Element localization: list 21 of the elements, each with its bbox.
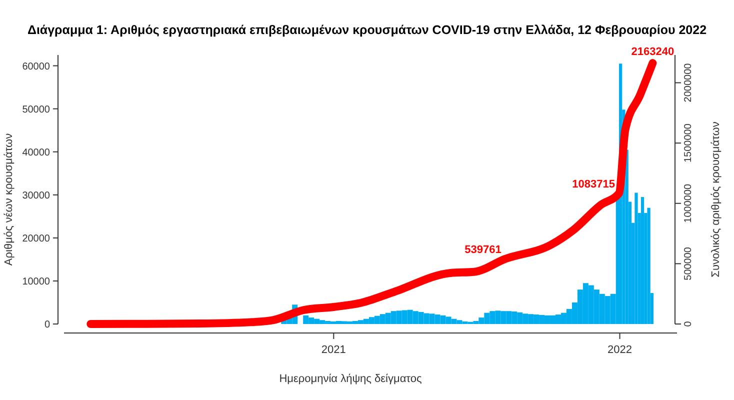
y-tick-label: 40000 [22,147,50,158]
data-label: 539761 [464,244,502,256]
x-tick-label: 2022 [608,344,632,356]
y2-tick-label: 2000000 [683,62,694,102]
x-axis-title: Ημερομηνία λήψης δείγματος [279,373,422,385]
y2-tick-label: 1000000 [683,183,694,223]
y-tick-label: 50000 [22,104,50,116]
y-axis-title: Αριθμός νέων κρουσμάτων [3,132,15,266]
chart-title: Διάγραμμα 1: Αριθμός εργαστηριακά επιβεβαιωμένων κρουσμάτων COVID-19 στην Ελλάδα, 12 Φεβρουαρίου 2022 [27,23,707,37]
y-tick-label: 60000 [22,61,50,72]
y2-tick-label: 500000 [683,246,694,280]
x-tick-label: 2021 [321,344,346,356]
data-label: 2163240 [631,46,674,58]
y-tick-label: 0 [44,320,50,330]
y-tick-label: 30000 [22,190,50,202]
y2-axis-title: Συνολικός αριθμός κρουσμάτων [710,121,722,278]
y2-tick-label: 0 [683,320,694,327]
y2-tick-label: 1500000 [683,123,694,163]
y-tick-label: 10000 [22,276,50,288]
data-label: 1083715 [572,178,615,190]
y-tick-label: 20000 [22,233,50,244]
